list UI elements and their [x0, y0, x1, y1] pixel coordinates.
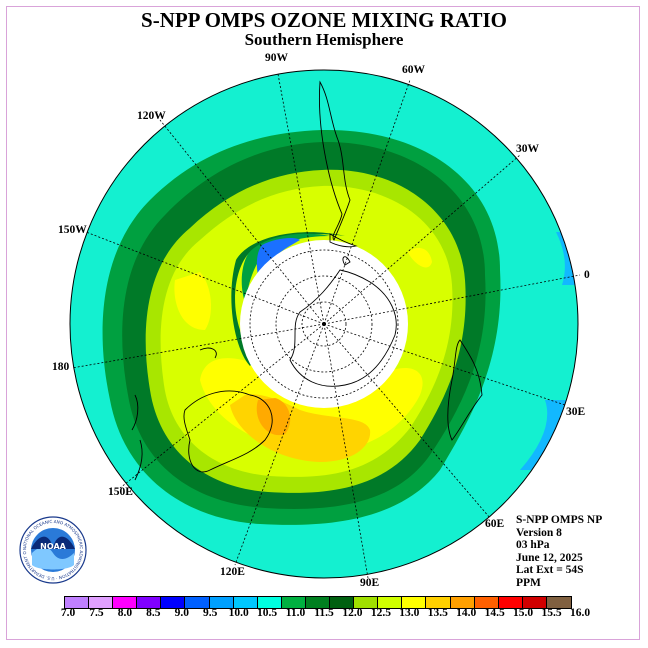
colorbar-segment: [546, 597, 571, 608]
colorbar-segment: [378, 597, 403, 608]
colorbar-tick-label: 9.0: [174, 607, 189, 619]
lon-label-90e: 90E: [360, 577, 380, 589]
colorbar-segment: [161, 597, 186, 608]
colorbar-tick-label: 12.0: [342, 607, 363, 619]
parallel-inner-3: [301, 301, 347, 347]
meridian-150w: [85, 231, 325, 325]
colorbar-segment: [89, 597, 114, 608]
colorbar: [64, 596, 572, 609]
figure-frame: [6, 6, 640, 640]
colorbar-segment: [474, 597, 499, 608]
colorbar-segment: [305, 597, 331, 608]
lon-label-150w: 150W: [58, 224, 87, 236]
meridian-180: [71, 323, 325, 369]
map-boundary: [69, 69, 579, 579]
info-instrument: S-NPP OMPS NP: [516, 514, 603, 526]
info-units: PPM: [516, 576, 541, 589]
map-subtitle: Southern Hemisphere: [244, 30, 404, 49]
colorbar-ticks: 7.0 7.5 8.0 8.5 9.0 9.5 10.0 10.5 11.0 11.5 12.0 12…: [0, 607, 648, 623]
longitude-labels: 90W 60W 30W 0 30E 60E 90E 120E 150E 180 …: [52, 52, 590, 589]
info-date: June 12, 2025: [516, 551, 583, 564]
coast-antarctica: [289, 269, 397, 387]
colorbar-tick-label: 14.0: [456, 607, 477, 619]
noaa-logo-bird: [31, 536, 75, 549]
colorbar-segment: [185, 597, 210, 608]
lon-label-60e: 60E: [485, 518, 505, 530]
lon-label-30e: 30E: [566, 406, 586, 418]
colorbar-tick-label: 11.5: [314, 607, 334, 619]
colorbar-segment: [402, 597, 427, 608]
parallel-inner-1: [249, 249, 399, 399]
meridian-0: [323, 274, 581, 325]
field-orange-dark: [256, 398, 291, 436]
colorbar-tick-label: 10.0: [228, 607, 249, 619]
coast-ross-island: [199, 347, 217, 359]
lon-label-0: 0: [584, 269, 590, 281]
colorbar-segment: [450, 597, 475, 608]
colorbar-tick-label: 10.5: [257, 607, 278, 619]
info-level: 03 hPa: [516, 539, 550, 551]
field-inner-darkgreen: [231, 232, 345, 366]
coast-tierra-del-fuego: [329, 233, 358, 248]
colorbar-segment: [426, 597, 451, 608]
colorbar-segment: [354, 597, 379, 608]
coast-australia: [183, 390, 273, 473]
colorbar-tick-label: 13.0: [399, 607, 420, 619]
south-pole-dot: [322, 322, 326, 326]
colorbar-tick-label: 7.5: [89, 607, 104, 619]
colorbar-segment: [209, 597, 234, 608]
lon-label-150e: 150E: [108, 486, 133, 498]
meridian-90e: [323, 323, 369, 579]
colorbar-tick-label: 8.5: [146, 607, 161, 619]
colorbar-segment: [65, 597, 90, 608]
colorbar-segment: [281, 597, 306, 608]
colorbar-tick-label: 13.5: [427, 607, 448, 619]
colorbar-tick-label: 12.5: [370, 607, 391, 619]
colorbar-segment: [137, 597, 162, 608]
noaa-logo: NATIONAL OCEANIC AND ATMOSPHERIC ADMINIS…: [18, 515, 87, 584]
colorbar-tick-label: 14.5: [484, 607, 505, 619]
coast-south-america: [319, 80, 351, 241]
lon-label-90w: 90W: [265, 52, 289, 64]
colorbar-segment: [113, 597, 138, 608]
noaa-logo-wave: [32, 547, 74, 570]
lon-label-120e: 120E: [220, 566, 245, 578]
map-title: S-NPP OMPS OZONE MIXING RATIO: [141, 8, 507, 32]
meridian-60e: [323, 323, 491, 519]
noaa-logo-text: NOAA: [40, 542, 66, 551]
meridian-30w: [323, 154, 521, 325]
info-version: Version 8: [516, 526, 562, 539]
coast-africa: [447, 339, 483, 441]
colorbar-tick-label: 9.5: [203, 607, 218, 619]
colorbar-segment: [257, 597, 282, 608]
lon-label-180: 180: [52, 361, 70, 373]
lon-label-30w: 30W: [516, 143, 540, 155]
parallel-inner-2: [275, 275, 373, 373]
colorbar-segment: [498, 597, 523, 608]
field-yellow-east: [408, 247, 432, 268]
lon-label-60w: 60W: [402, 64, 426, 76]
colorbar-segment: [522, 597, 547, 608]
colorbar-tick-label: 11.0: [285, 607, 306, 619]
colorbar-tick-label: 15.5: [541, 607, 562, 619]
meridian-60w: [323, 79, 411, 325]
meridian-120e: [234, 323, 325, 566]
coast-antarctic-peninsula: [342, 256, 351, 266]
coastlines: [131, 80, 483, 481]
colorbar-segment: [330, 597, 355, 608]
colorbar-segment: [233, 597, 258, 608]
colorbar-tick-label: 7.0: [60, 607, 76, 619]
colorbar-tick-label: 16.0: [569, 607, 591, 619]
colorbar-tick-label: 8.0: [117, 607, 133, 619]
colorbar-tick-label: 15.0: [513, 607, 534, 619]
coast-new-zealand: [131, 394, 143, 481]
info-panel: S-NPP OMPS NP Version 8 03 hPa June 12, …: [516, 514, 602, 589]
graticule: [71, 73, 581, 579]
field-yellow-west: [174, 272, 212, 330]
lon-label-120w: 120W: [137, 110, 166, 122]
info-lat-ext: Lat Ext = 54S: [516, 564, 584, 576]
field-blue-vortex: [256, 237, 300, 286]
